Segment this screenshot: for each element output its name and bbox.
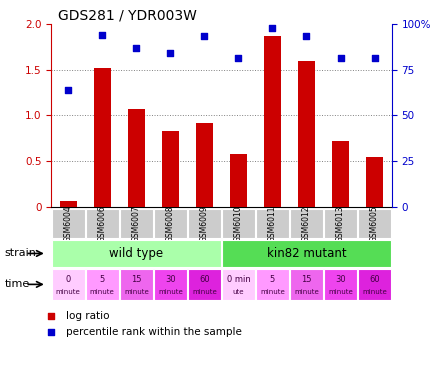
Bar [230,154,247,207]
Bar [264,36,281,207]
Bar [52,269,85,300]
Point [48,313,55,319]
Text: ute: ute [233,290,244,295]
Bar [256,209,289,238]
Bar [120,209,153,238]
Text: minute: minute [158,290,183,295]
Bar [324,269,357,300]
Text: GSM6011: GSM6011 [268,205,277,242]
Text: 0 min: 0 min [227,275,250,284]
Text: 5: 5 [100,275,105,284]
Text: 60: 60 [199,275,210,284]
Text: GDS281 / YDR003W: GDS281 / YDR003W [58,9,197,23]
Text: 30: 30 [165,275,176,284]
Bar [256,269,289,300]
Text: log ratio: log ratio [65,311,109,321]
Bar [154,209,186,238]
Bar [52,209,85,238]
Point [371,55,378,60]
Text: time: time [4,279,30,290]
Bar [358,209,391,238]
Text: GSM6008: GSM6008 [166,205,175,242]
Bar [324,209,357,238]
Text: minute: minute [362,290,387,295]
Bar [94,68,111,207]
Text: GSM6007: GSM6007 [132,205,141,242]
Text: minute: minute [294,290,319,295]
Text: GSM6006: GSM6006 [98,205,107,242]
Bar [290,209,323,238]
Point [201,33,208,38]
Text: minute: minute [260,290,285,295]
Bar [52,240,221,266]
Bar [196,123,213,207]
Text: 15: 15 [301,275,312,284]
Point [303,33,310,38]
Bar [188,209,221,238]
Point [48,329,55,335]
Point [99,32,106,38]
Text: percentile rank within the sample: percentile rank within the sample [65,327,242,337]
Point [65,87,72,93]
Bar [86,269,118,300]
Text: minute: minute [328,290,353,295]
Bar [332,141,349,207]
Text: 60: 60 [369,275,380,284]
Bar [290,269,323,300]
Bar [60,201,77,207]
Bar [298,61,315,207]
Text: minute: minute [192,290,217,295]
Bar [222,209,255,238]
Text: minute: minute [90,290,115,295]
Point [235,55,242,60]
Text: GSM6005: GSM6005 [370,205,379,242]
Text: minute: minute [124,290,149,295]
Text: minute: minute [56,290,81,295]
Text: 30: 30 [335,275,346,284]
Bar [154,269,186,300]
Text: 15: 15 [131,275,142,284]
Text: 0: 0 [65,275,71,284]
Text: GSM6013: GSM6013 [336,205,345,242]
Point [167,50,174,56]
Bar [188,269,221,300]
Bar [366,157,383,207]
Text: wild type: wild type [109,247,163,260]
Bar [222,240,391,266]
Bar [358,269,391,300]
Bar [128,109,145,207]
Point [337,55,344,60]
Bar [162,131,179,207]
Bar [86,209,118,238]
Text: GSM6004: GSM6004 [64,205,73,242]
Text: strain: strain [4,249,36,258]
Text: 5: 5 [270,275,275,284]
Bar [120,269,153,300]
Text: GSM6009: GSM6009 [200,205,209,242]
Point [269,26,276,31]
Text: GSM6012: GSM6012 [302,205,311,242]
Bar [222,269,255,300]
Text: kin82 mutant: kin82 mutant [267,247,346,260]
Text: GSM6010: GSM6010 [234,205,243,242]
Point [133,46,140,52]
